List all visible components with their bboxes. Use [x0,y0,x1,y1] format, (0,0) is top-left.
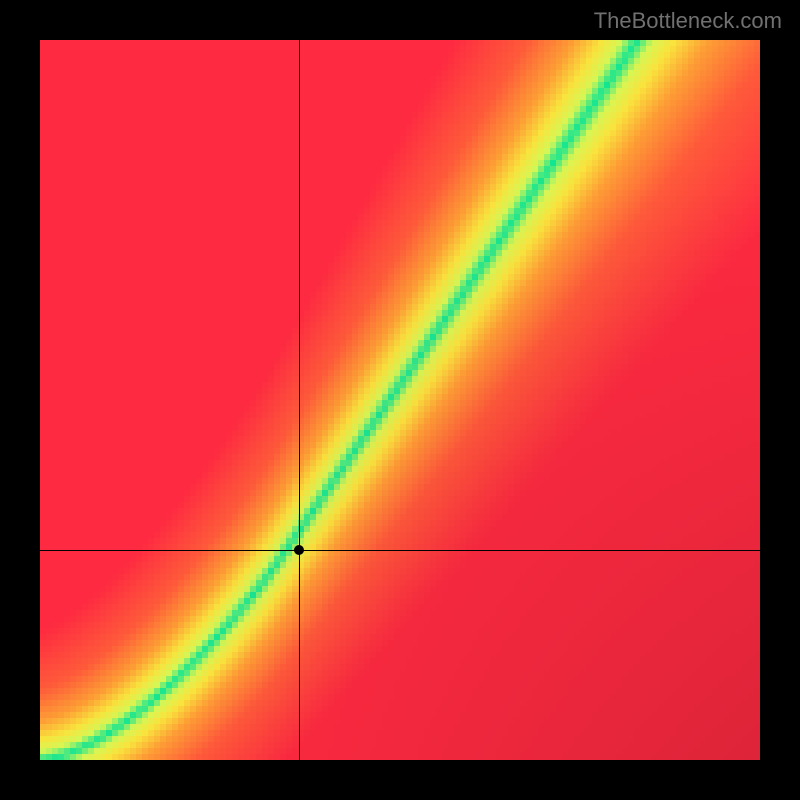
data-point-marker [294,545,304,555]
heatmap-canvas [40,40,760,760]
crosshair-horizontal [40,550,760,551]
heatmap-chart [40,40,760,760]
crosshair-vertical [299,40,300,760]
watermark-text: TheBottleneck.com [594,8,782,34]
